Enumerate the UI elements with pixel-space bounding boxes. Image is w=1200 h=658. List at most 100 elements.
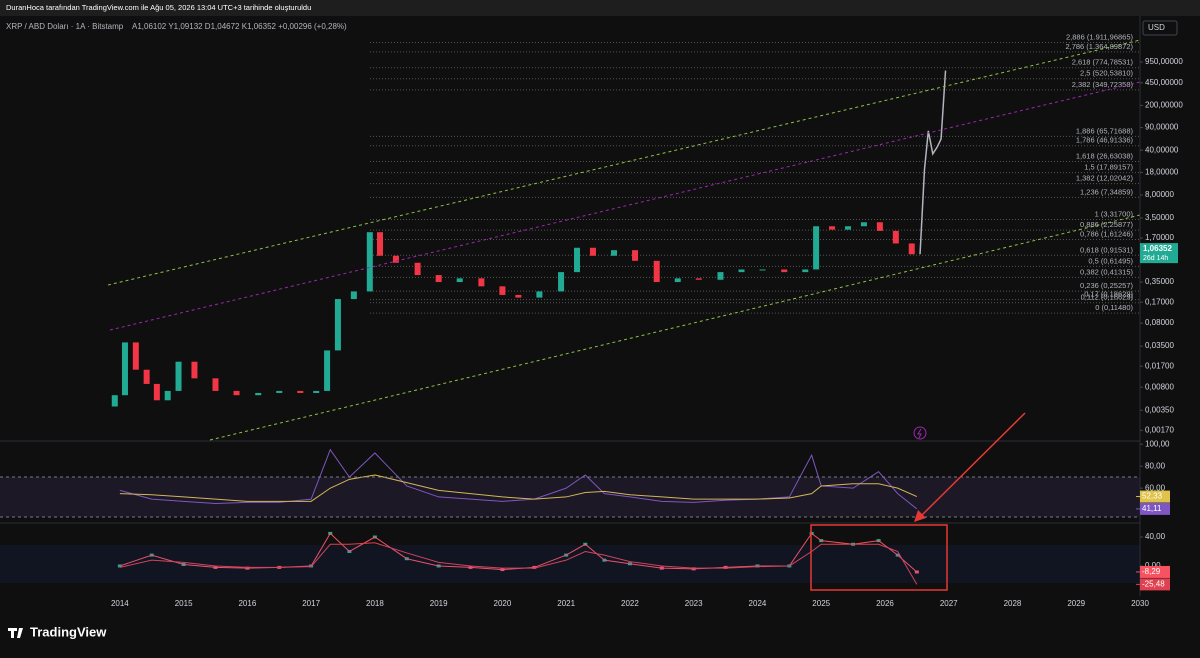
candle xyxy=(478,278,485,287)
candle xyxy=(276,390,283,393)
candle xyxy=(297,390,304,393)
x-tick-label: 2021 xyxy=(557,599,575,608)
fib-label: 0,17 (0,18629) xyxy=(1084,290,1133,299)
channel-upper xyxy=(107,39,1141,286)
candle xyxy=(121,342,128,396)
symbol: XRP / ABD Doları · 1A · Bitstamp xyxy=(6,22,124,31)
y-tick-label: 80,00 xyxy=(1145,461,1166,470)
candle xyxy=(313,390,320,393)
arrow xyxy=(919,412,1026,518)
projection-line xyxy=(919,70,947,255)
candle xyxy=(717,272,724,280)
last-value-bg xyxy=(1140,502,1170,515)
x-tick-label: 2025 xyxy=(812,599,830,608)
candle xyxy=(653,260,660,283)
candle xyxy=(132,342,139,370)
candle xyxy=(589,247,596,256)
channel-mid xyxy=(109,81,1141,331)
candle xyxy=(164,390,171,401)
candle xyxy=(499,286,506,295)
event-icon[interactable] xyxy=(913,426,927,440)
y-tick-label: 3,50000 xyxy=(1145,213,1174,222)
fib-label: 1,618 (26,63038) xyxy=(1076,151,1134,160)
osc-band xyxy=(0,545,1140,583)
countdown: 26d 14h xyxy=(1143,255,1168,262)
candle xyxy=(377,232,383,256)
event-icon-bolt xyxy=(917,428,922,439)
y-tick-label: 90,00000 xyxy=(1145,123,1179,132)
y-tick-label: 1,70000 xyxy=(1145,233,1174,242)
candle xyxy=(610,250,617,256)
x-tick-label: 2016 xyxy=(238,599,256,608)
x-tick-label: 2018 xyxy=(366,599,384,608)
candle xyxy=(191,361,198,379)
candle xyxy=(674,278,681,283)
candle xyxy=(153,383,160,401)
fib-label: 2,618 (774,78531) xyxy=(1072,58,1134,67)
rsi-band xyxy=(0,477,1140,517)
candle xyxy=(574,247,581,273)
last-price-bg xyxy=(1140,243,1178,264)
brand: TradingView xyxy=(30,624,107,639)
x-tick-label: 2015 xyxy=(175,599,193,608)
candle xyxy=(175,361,182,391)
candle xyxy=(759,269,766,271)
candle xyxy=(844,226,851,230)
candle xyxy=(908,243,915,255)
y-tick-label: 0,00170 xyxy=(1145,425,1174,434)
y-tick-label: 0,00350 xyxy=(1145,405,1174,414)
x-tick-label: 2029 xyxy=(1067,599,1085,608)
fib-label: 2,382 (349,72358) xyxy=(1072,80,1134,89)
candle xyxy=(860,222,867,227)
axis-labels: 2014 2015 2016 2017 2018 2019 2020 2021 2022 2023… xyxy=(111,57,1183,608)
x-tick-label: 2014 xyxy=(111,599,129,608)
candle xyxy=(143,369,150,384)
highlight-box xyxy=(810,524,948,591)
logo xyxy=(8,628,23,638)
candle xyxy=(802,269,809,273)
candle xyxy=(392,255,399,263)
y-tick-label: 0,00800 xyxy=(1145,382,1174,391)
y-tick-label: 0,03500 xyxy=(1145,341,1174,350)
y-tick-label: 40,00 xyxy=(1145,532,1166,541)
candle xyxy=(366,232,373,292)
logo-mark xyxy=(8,628,23,638)
x-tick-label: 2022 xyxy=(621,599,639,608)
y-tick-label: 0,00 xyxy=(1145,561,1161,570)
last-price: 1,06352 xyxy=(1143,244,1172,253)
candle xyxy=(233,390,240,396)
candle xyxy=(558,272,565,292)
y-tick-label: 0,08000 xyxy=(1145,318,1174,327)
y-tick-label: 450,00000 xyxy=(1145,78,1183,87)
last-value-bg xyxy=(1140,490,1170,503)
fib-label: 1 (3,31700) xyxy=(1095,209,1134,218)
fib-label: 2,5 (520,53810) xyxy=(1080,69,1133,78)
y-tick-label: 100,00 xyxy=(1145,439,1170,448)
candle xyxy=(255,392,262,396)
fib-label: 0,5 (0,61495) xyxy=(1088,256,1133,265)
x-tick-label: 2027 xyxy=(940,599,958,608)
candle xyxy=(456,278,463,283)
candle xyxy=(632,250,639,261)
candle xyxy=(695,278,702,280)
candle xyxy=(876,222,883,231)
fib-label: 0,886 (2,25877) xyxy=(1080,220,1133,229)
y-tick-label: 18,00000 xyxy=(1145,168,1179,177)
x-tick-label: 2028 xyxy=(1004,599,1022,608)
candle xyxy=(350,291,357,300)
y-tick-label: 8,00000 xyxy=(1145,190,1174,199)
candle xyxy=(435,275,442,283)
fib-label: 1,886 (65,71688) xyxy=(1076,126,1134,135)
fib-label: 1,786 (46,91336) xyxy=(1076,136,1134,145)
candle xyxy=(414,262,421,276)
y-tick-label: 0,01700 xyxy=(1145,361,1174,370)
fib-label: 0,236 (0,25257) xyxy=(1080,281,1133,290)
fib-label: 1,5 (17,89157) xyxy=(1084,163,1133,172)
currency-box[interactable] xyxy=(1142,20,1178,36)
y-tick-label: 200,00000 xyxy=(1145,100,1183,109)
ohlc: A1,06102 Y1,09132 D1,04672 K1,06352 +0,0… xyxy=(132,22,347,31)
fib-label: 0 (0,11480) xyxy=(1095,303,1133,312)
candle xyxy=(892,230,899,244)
